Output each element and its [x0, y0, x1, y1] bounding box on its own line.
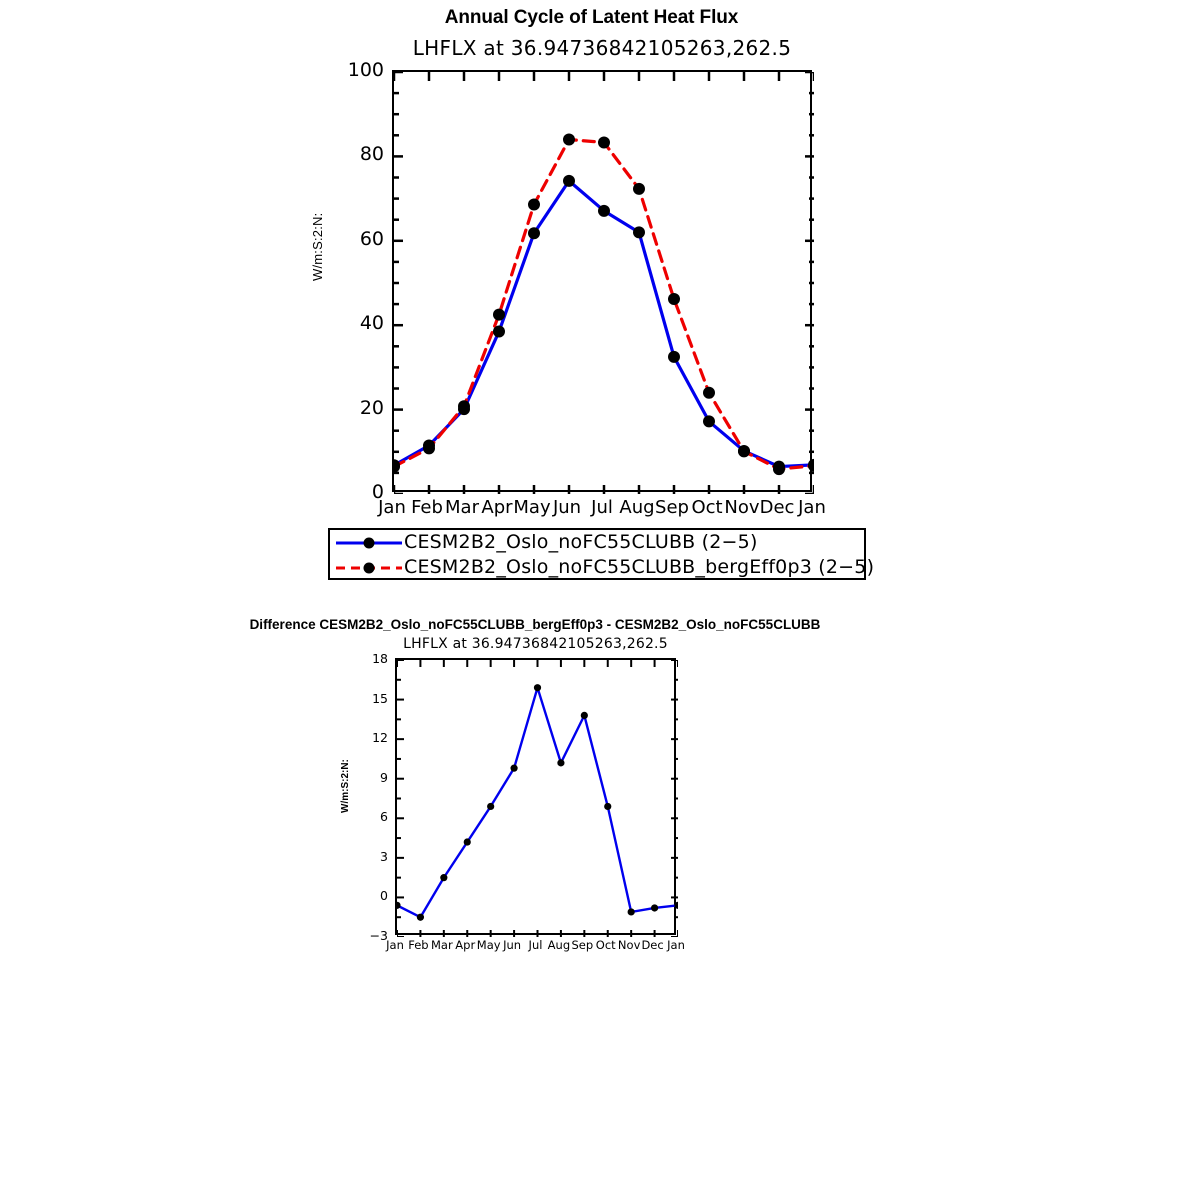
legend-swatch-0 [336, 537, 402, 549]
data-point [604, 802, 612, 811]
y-tick-label: 9 [380, 769, 388, 785]
legend: CESM2B2_Oslo_noFC55CLUBB (2−5) CESM2B2_O… [328, 528, 874, 581]
x-tick-label: May [476, 938, 501, 952]
data-point [397, 901, 401, 909]
data-point [674, 901, 678, 909]
y-tick-label: 18 [372, 651, 388, 666]
data-point [493, 325, 505, 338]
top-chart-subtitle: LHFLX at 36.94736842105263,262.5 [412, 36, 792, 60]
data-point [650, 904, 659, 912]
x-tick-label: Jun [552, 497, 582, 518]
top-chart-x-tick-labels: Jan Feb Mar Apr May Jun Jul Aug Sep Oct Nov Dec Jan [378, 497, 826, 521]
top-chart-plot-area [392, 70, 814, 494]
y-tick-label: 80 [359, 143, 384, 166]
x-tick-label: Aug [619, 497, 655, 518]
x-tick-label: Apr [455, 938, 476, 952]
data-point [627, 908, 635, 916]
data-point [598, 204, 610, 217]
data-point [533, 684, 542, 692]
legend-entry-1: CESM2B2_Oslo_noFC55CLUBB_bergEff0p3 (2−5… [330, 555, 874, 581]
y-tick-label: 12 [372, 730, 388, 746]
y-tick-label: 15 [372, 690, 388, 706]
data-point [703, 386, 715, 399]
x-tick-label: Sep [655, 497, 689, 518]
data-point [563, 133, 575, 146]
bottom-chart-svg [397, 660, 678, 937]
data-point [423, 442, 435, 455]
series-line-1 [394, 137, 814, 471]
series-line-0 [397, 686, 678, 919]
x-tick-label: Aug [547, 938, 571, 952]
difference-panel: Difference CESM2B2_Oslo_noFC55CLUBB_berg… [0, 600, 1183, 1000]
top-chart-svg [394, 72, 814, 494]
data-point [563, 174, 575, 187]
y-tick-label: 40 [359, 312, 384, 335]
y-tick-label: 60 [359, 227, 384, 250]
x-tick-label: Jul [528, 938, 543, 952]
legend-entry-0: CESM2B2_Oslo_noFC55CLUBB (2−5) [330, 530, 864, 556]
y-tick-label: 100 [347, 59, 384, 81]
data-point [808, 459, 814, 472]
data-point [668, 293, 680, 306]
x-tick-label: Oct [595, 938, 616, 952]
series-line-0 [394, 179, 814, 469]
x-tick-label: Oct [691, 497, 723, 518]
bottom-chart-plot-area [395, 658, 678, 937]
data-point [557, 759, 565, 767]
data-point [440, 874, 448, 882]
annual-cycle-panel: Annual Cycle of Latent Heat Flux LHFLX a… [310, 7, 874, 581]
x-tick-label: Nov [724, 497, 760, 518]
x-tick-label: Apr [481, 497, 513, 518]
x-tick-label: Feb [408, 938, 429, 952]
data-point [738, 445, 750, 458]
x-tick-label: Jan [798, 497, 826, 518]
legend-swatch-1 [336, 562, 402, 574]
data-point [416, 913, 425, 921]
data-point [598, 136, 610, 149]
legend-label-0: CESM2B2_Oslo_noFC55CLUBB (2−5) [404, 531, 758, 553]
x-tick-label: Jun [503, 938, 522, 952]
data-point [394, 460, 400, 473]
x-tick-label: Jan [378, 497, 406, 518]
y-tick-label: 3 [380, 848, 388, 864]
x-tick-label: Jan [667, 938, 685, 952]
x-tick-label: Jul [591, 497, 613, 518]
x-tick-label: Dec [641, 938, 664, 952]
top-chart-y-tick-labels: 0 20 40 60 80 100 [332, 59, 384, 503]
bottom-chart-subtitle: LHFLX at 36.94736842105263,262.5 [403, 636, 668, 652]
y-tick-label: 20 [359, 396, 384, 419]
data-point [510, 764, 518, 772]
bottom-chart-y-tick-labels: −3 0 3 6 9 12 15 18 [350, 651, 388, 943]
difference-chart-title: Difference CESM2B2_Oslo_noFC55CLUBB_berg… [249, 617, 821, 632]
x-tick-label: Dec [759, 497, 795, 518]
x-tick-label: Feb [411, 497, 443, 518]
data-point [463, 838, 471, 846]
data-point [487, 802, 495, 811]
y-tick-label: −3 [369, 928, 388, 943]
legend-label-1: CESM2B2_Oslo_noFC55CLUBB_bergEff0p3 (2−5… [404, 556, 875, 578]
data-point [580, 711, 588, 719]
data-point [703, 415, 715, 428]
x-tick-label: Sep [571, 938, 594, 952]
y-tick-label: 0 [371, 481, 384, 503]
x-tick-label: May [513, 497, 551, 518]
data-point [458, 400, 470, 413]
data-point [773, 463, 785, 476]
data-point [633, 226, 645, 239]
x-tick-label: Mar [430, 938, 453, 952]
data-point [668, 350, 680, 363]
data-point [493, 308, 505, 321]
x-tick-label: Mar [445, 497, 479, 518]
data-point [528, 227, 540, 240]
data-point [528, 198, 540, 211]
y-tick-label: 0 [380, 888, 388, 904]
bottom-chart-x-tick-labels: Jan Feb Mar Apr May Jun Jul Aug Sep Oct Nov Dec Jan [386, 938, 685, 956]
x-tick-label: Jan [386, 938, 404, 952]
x-tick-label: Nov [617, 938, 641, 952]
data-point [633, 182, 645, 195]
top-chart-y-axis-label: W/m:S:2:N: [310, 212, 325, 281]
page-title: Annual Cycle of Latent Heat Flux [444, 7, 739, 28]
y-tick-label: 6 [380, 809, 388, 825]
